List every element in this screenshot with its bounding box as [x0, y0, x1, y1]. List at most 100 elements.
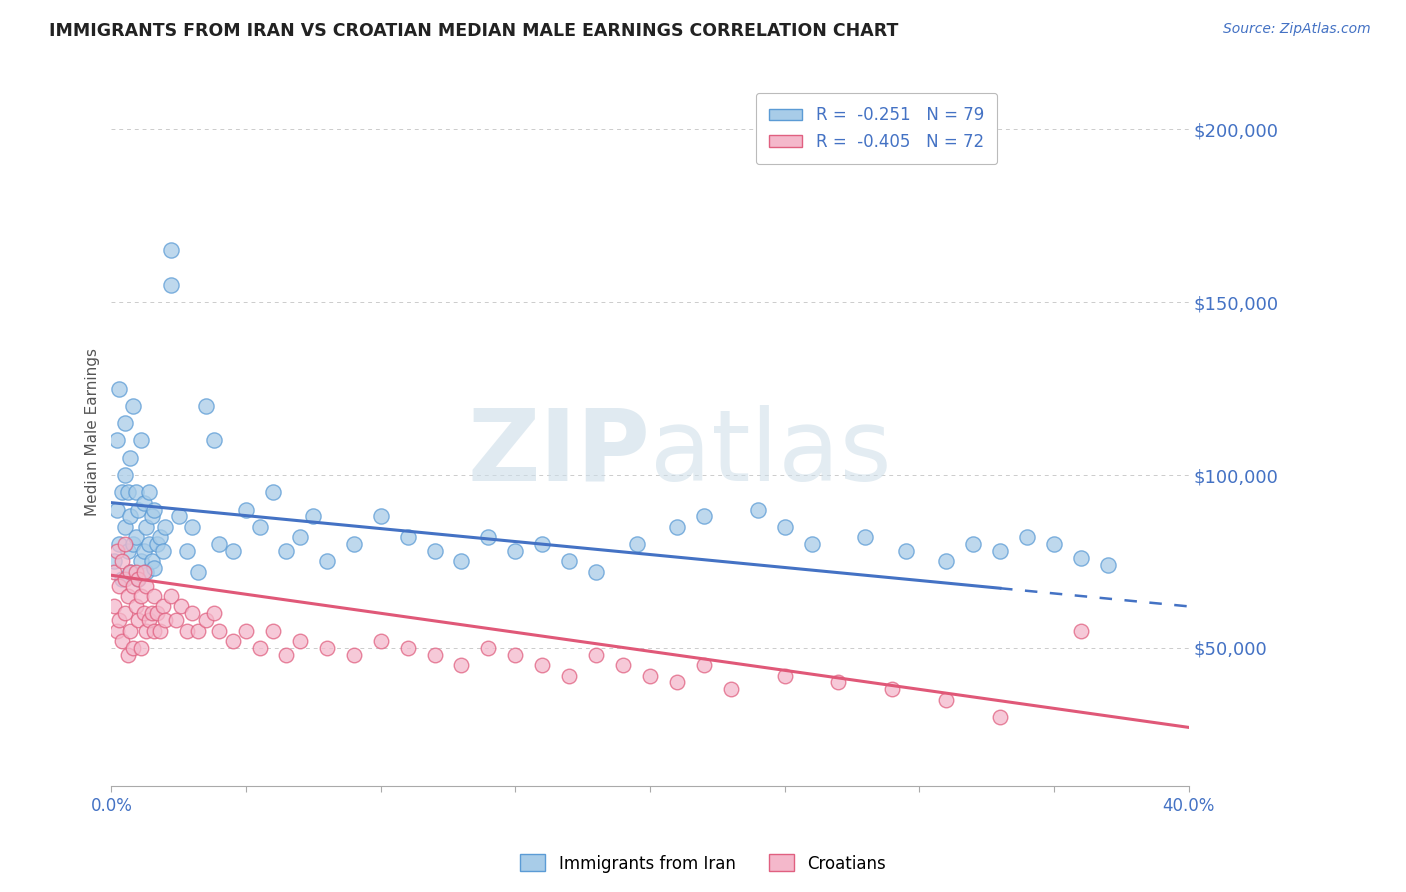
Point [423, 648, 446, 662]
Point [132, 607, 155, 621]
Point [187, 565, 209, 579]
Point [315, 640, 337, 655]
Point [208, 537, 231, 551]
Point [181, 607, 204, 621]
Point [155, 613, 177, 627]
Point [693, 509, 716, 524]
Point [288, 530, 311, 544]
Point [170, 599, 193, 614]
Point [221, 634, 243, 648]
Point [450, 658, 472, 673]
Point [124, 599, 146, 614]
Point [665, 675, 688, 690]
Point [127, 572, 149, 586]
Point [108, 579, 131, 593]
Point [103, 565, 125, 579]
Point [396, 640, 419, 655]
Point [477, 640, 499, 655]
Point [138, 537, 160, 551]
Point [935, 692, 957, 706]
Point [129, 640, 152, 655]
Point [276, 648, 298, 662]
Point [122, 537, 145, 551]
Point [773, 520, 796, 534]
Point [155, 520, 177, 534]
Point [127, 572, 149, 586]
Point [122, 399, 145, 413]
Point [117, 648, 139, 662]
Point [117, 485, 139, 500]
Point [505, 544, 527, 558]
Point [135, 520, 157, 534]
Point [108, 382, 131, 396]
Point [159, 244, 181, 258]
Point [129, 554, 152, 568]
Point [114, 416, 136, 430]
Point [1043, 537, 1066, 551]
Point [111, 554, 134, 568]
Point [111, 485, 134, 500]
Point [262, 485, 284, 500]
Point [208, 624, 231, 638]
Point [114, 607, 136, 621]
Point [135, 624, 157, 638]
Point [235, 624, 257, 638]
Point [302, 509, 325, 524]
Point [181, 520, 204, 534]
Point [315, 554, 337, 568]
Point [132, 544, 155, 558]
Point [159, 589, 181, 603]
Point [138, 485, 160, 500]
Point [194, 613, 217, 627]
Point [114, 537, 136, 551]
Point [747, 502, 769, 516]
Point [127, 613, 149, 627]
Point [124, 485, 146, 500]
Point [343, 537, 366, 551]
Point [146, 607, 169, 621]
Point [773, 668, 796, 682]
Point [1015, 530, 1038, 544]
Point [1097, 558, 1119, 572]
Point [1070, 551, 1092, 566]
Point [370, 509, 392, 524]
Point [423, 544, 446, 558]
Point [855, 530, 877, 544]
Point [202, 434, 225, 448]
Point [585, 565, 607, 579]
Point [108, 537, 131, 551]
Point [531, 537, 554, 551]
Point [117, 589, 139, 603]
Point [141, 509, 163, 524]
Point [111, 572, 134, 586]
Point [194, 399, 217, 413]
Point [249, 640, 271, 655]
Point [693, 658, 716, 673]
Point [114, 572, 136, 586]
Point [249, 520, 271, 534]
Point [882, 682, 904, 697]
Point [165, 613, 187, 627]
Text: atlas: atlas [650, 405, 891, 501]
Point [146, 537, 169, 551]
Point [167, 509, 190, 524]
Y-axis label: Median Male Earnings: Median Male Earnings [86, 348, 100, 516]
Point [105, 624, 128, 638]
Point [120, 565, 142, 579]
Point [114, 468, 136, 483]
Text: ZIP: ZIP [467, 405, 650, 501]
Point [132, 496, 155, 510]
Point [141, 554, 163, 568]
Point [894, 544, 917, 558]
Point [450, 554, 472, 568]
Point [127, 502, 149, 516]
Point [612, 658, 634, 673]
Point [343, 648, 366, 662]
Point [558, 668, 581, 682]
Point [221, 544, 243, 558]
Point [143, 561, 166, 575]
Point [262, 624, 284, 638]
Point [135, 579, 157, 593]
Point [505, 648, 527, 662]
Point [288, 634, 311, 648]
